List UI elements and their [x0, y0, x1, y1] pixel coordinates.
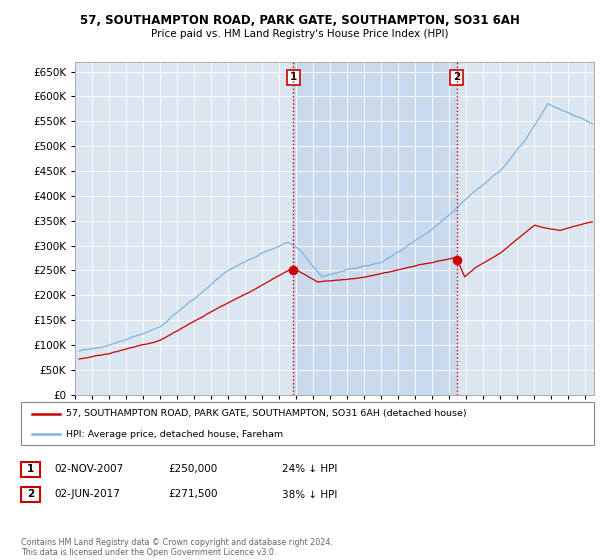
Text: 02-JUN-2017: 02-JUN-2017	[54, 489, 120, 500]
Text: 1: 1	[290, 72, 297, 82]
Text: Price paid vs. HM Land Registry's House Price Index (HPI): Price paid vs. HM Land Registry's House …	[151, 29, 449, 39]
Bar	[293, 62, 457, 395]
Text: 1: 1	[27, 464, 34, 474]
Text: 2: 2	[27, 489, 34, 500]
Text: 38% ↓ HPI: 38% ↓ HPI	[282, 489, 337, 500]
Text: 2: 2	[453, 72, 460, 82]
Text: 57, SOUTHAMPTON ROAD, PARK GATE, SOUTHAMPTON, SO31 6AH (detached house): 57, SOUTHAMPTON ROAD, PARK GATE, SOUTHAM…	[66, 409, 467, 418]
Text: 24% ↓ HPI: 24% ↓ HPI	[282, 464, 337, 474]
Text: 57, SOUTHAMPTON ROAD, PARK GATE, SOUTHAMPTON, SO31 6AH: 57, SOUTHAMPTON ROAD, PARK GATE, SOUTHAM…	[80, 14, 520, 27]
Point	[289, 266, 298, 275]
Text: 02-NOV-2007: 02-NOV-2007	[54, 464, 123, 474]
Text: £250,000: £250,000	[168, 464, 217, 474]
Point	[452, 255, 461, 264]
Text: £271,500: £271,500	[168, 489, 218, 500]
Text: Contains HM Land Registry data © Crown copyright and database right 2024.
This d: Contains HM Land Registry data © Crown c…	[21, 538, 333, 557]
Text: HPI: Average price, detached house, Fareham: HPI: Average price, detached house, Fare…	[66, 430, 283, 439]
